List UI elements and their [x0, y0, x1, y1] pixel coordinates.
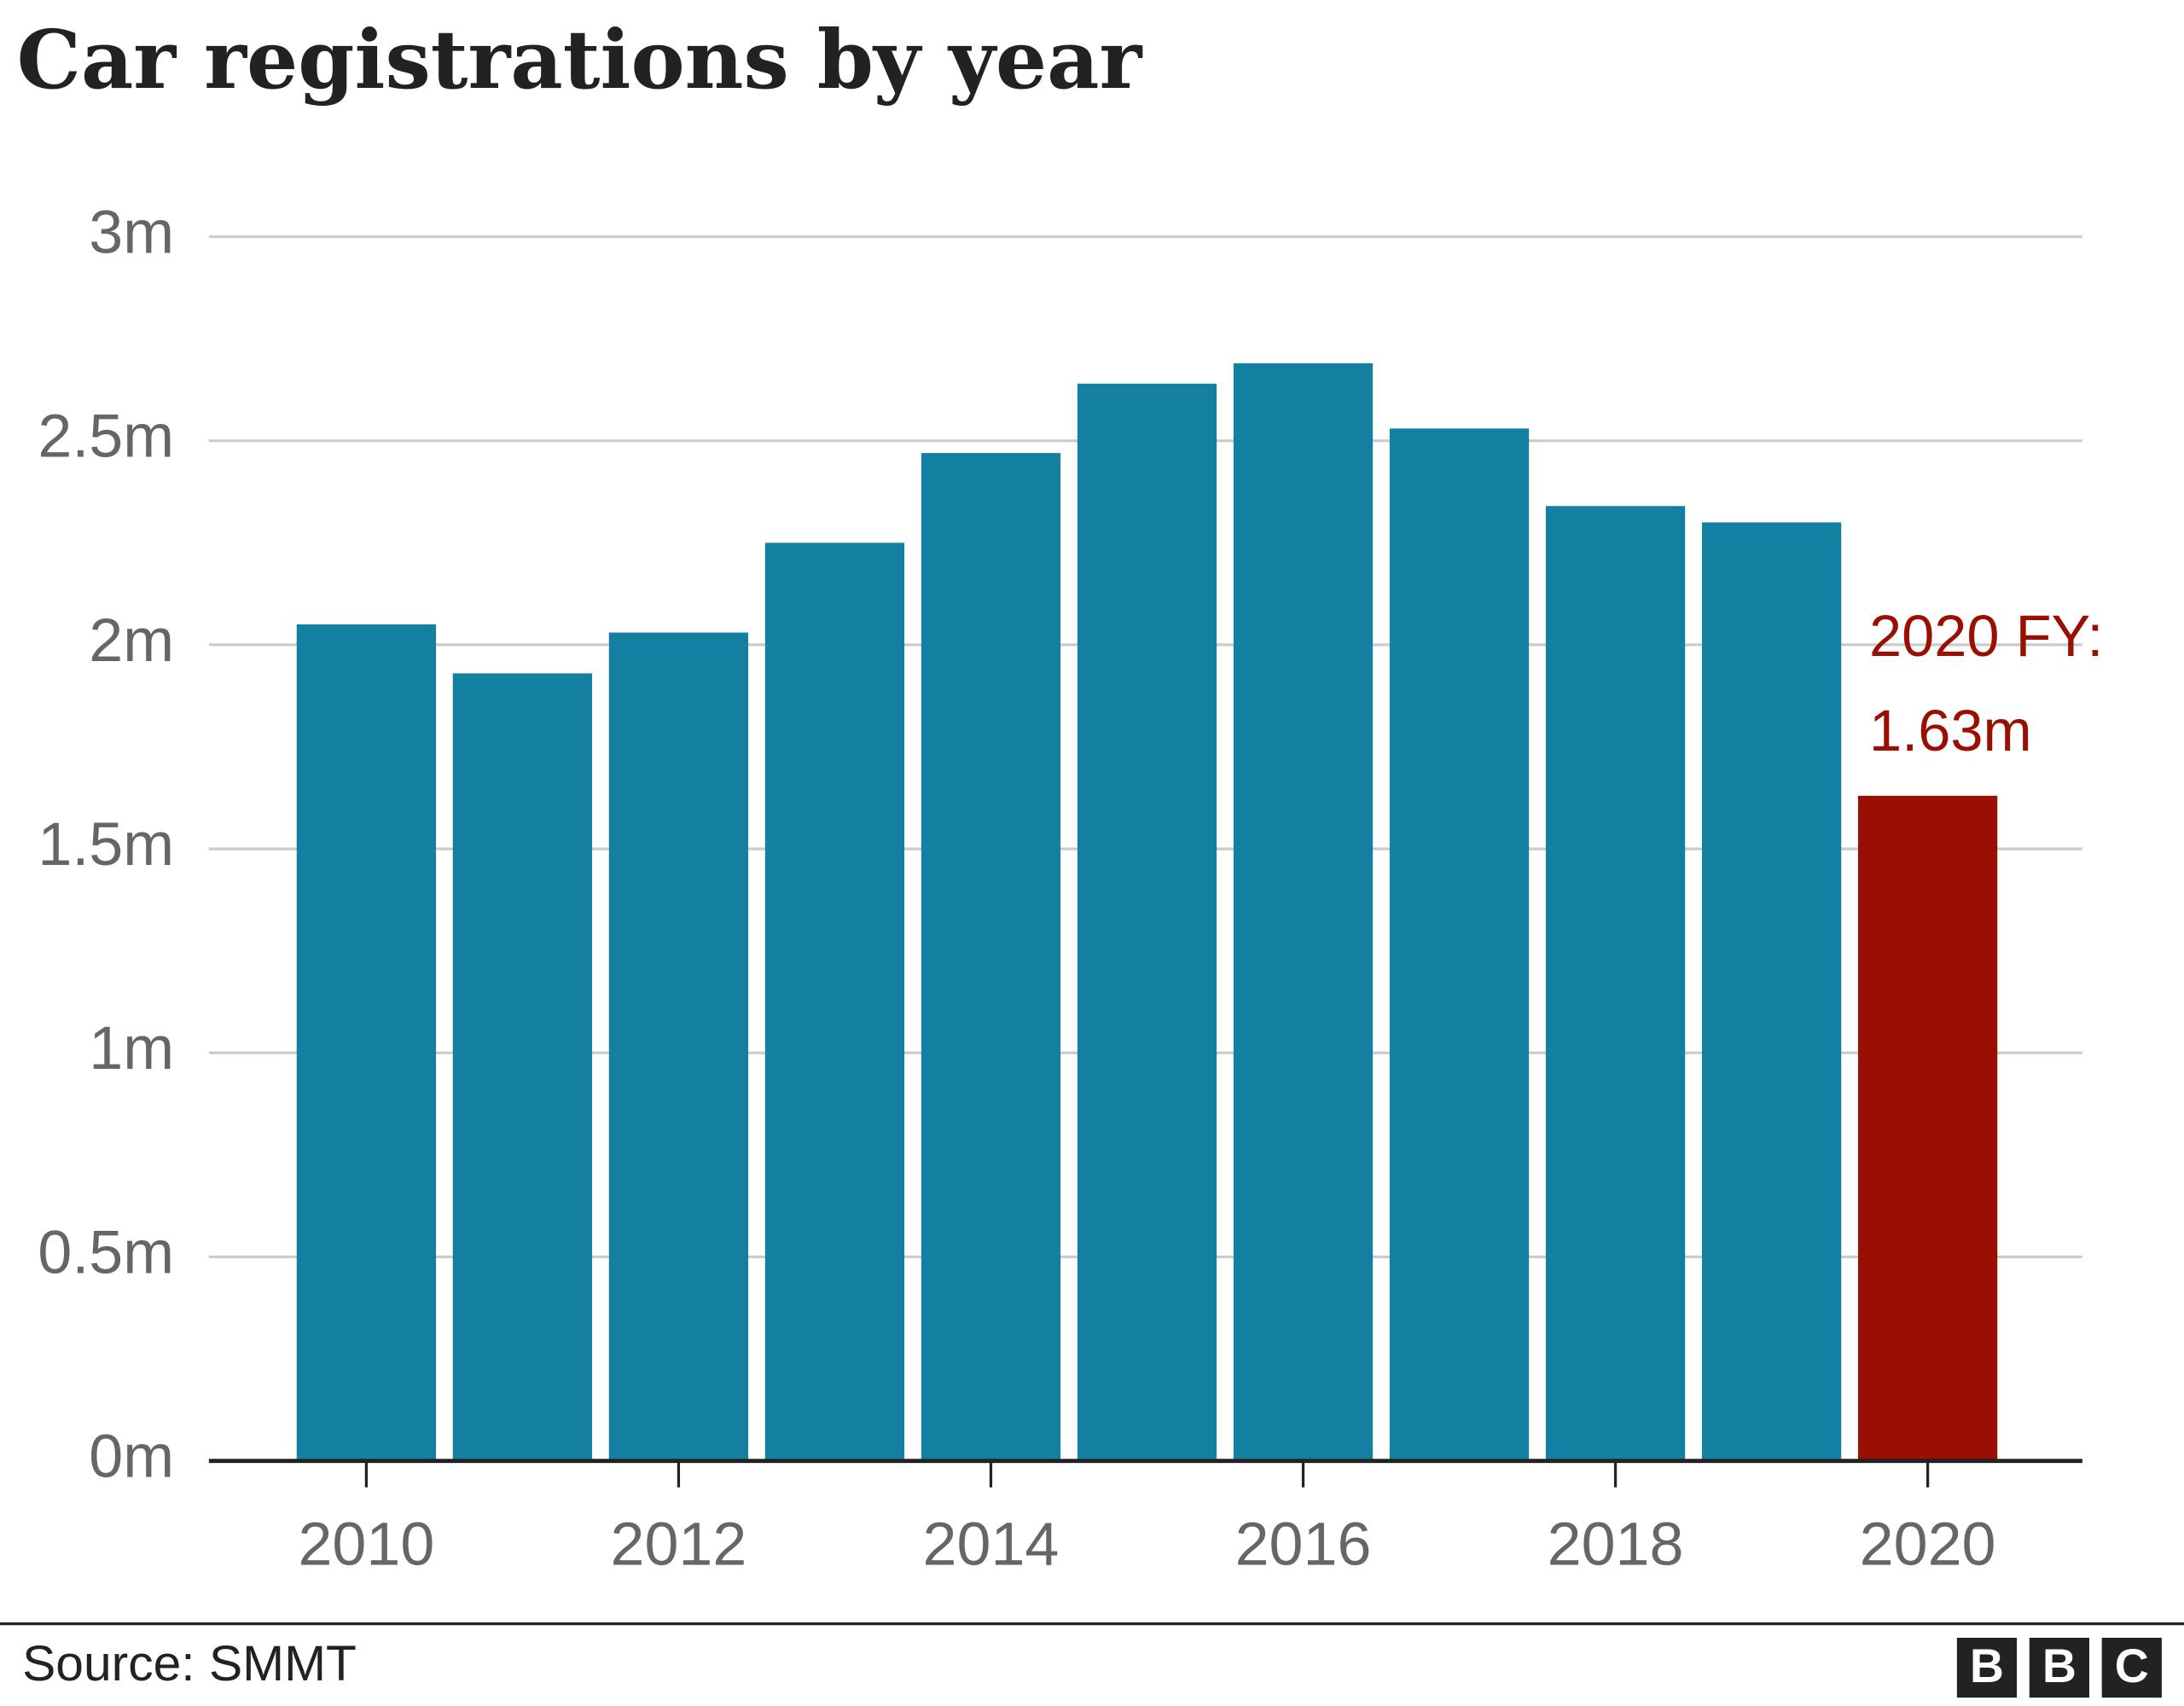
y-tick-label: 1m [89, 1014, 174, 1082]
x-tick-label: 2020 [1860, 1510, 1996, 1578]
x-tick-label: 2018 [1548, 1510, 1684, 1578]
x-tick-label: 2014 [923, 1510, 1060, 1578]
logo-box [2029, 1638, 2089, 1698]
bar [1077, 383, 1217, 1461]
annotation: 1.63m [1869, 698, 2032, 763]
logo-box [1956, 1638, 2018, 1698]
annotation: 2020 FY: [1869, 603, 2103, 669]
bar [764, 543, 905, 1461]
y-tick-label: 1.5m [38, 810, 174, 879]
y-tick-label: 0.5m [38, 1218, 174, 1286]
logo-letter: B [1970, 1639, 2004, 1692]
y-tick-label: 2.5m [38, 403, 174, 471]
logo-letter: B [2042, 1639, 2077, 1692]
bar [1701, 522, 1842, 1461]
bar [452, 673, 593, 1461]
y-tick-label: 0m [89, 1423, 174, 1491]
bar [921, 453, 1061, 1461]
logo-letter: C [2115, 1639, 2149, 1692]
bar [1857, 795, 1998, 1461]
bar [1389, 428, 1530, 1461]
logo-box [2101, 1638, 2162, 1698]
source: Source: SMMT [22, 1636, 357, 1691]
y-tick-label: 3m [89, 199, 174, 267]
bar [296, 624, 437, 1461]
bar [1233, 363, 1374, 1461]
x-tick-label: 2012 [611, 1510, 747, 1578]
bar [608, 632, 749, 1461]
x-tick-label: 2016 [1235, 1510, 1372, 1578]
y-tick-label: 2m [89, 606, 174, 675]
x-tick-label: 2010 [298, 1510, 434, 1578]
chart-title: Car registrations by year [17, 13, 1143, 107]
bar [1545, 506, 1686, 1461]
